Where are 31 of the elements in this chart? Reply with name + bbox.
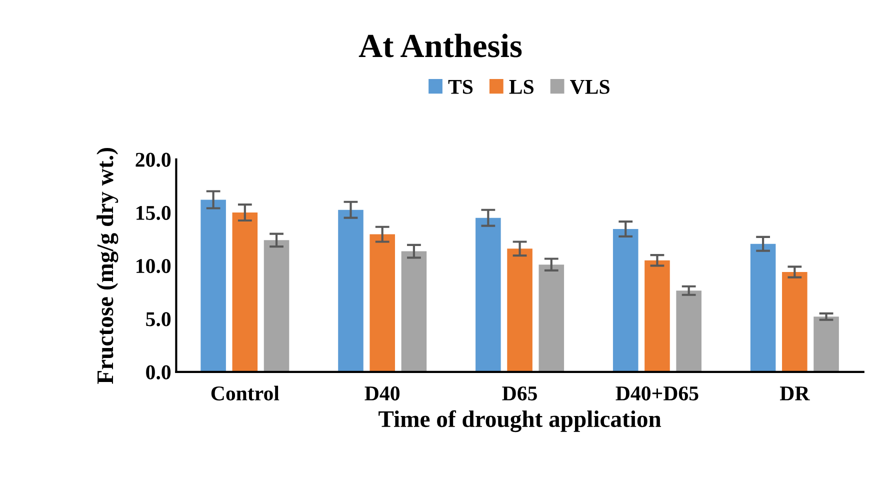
chart-title: At Anthesis — [358, 34, 522, 58]
legend-label: LS — [509, 80, 534, 94]
bar — [782, 272, 808, 372]
bar — [401, 251, 427, 372]
y-tick-label: 5.0 — [146, 312, 171, 326]
bar — [644, 260, 670, 372]
x-tick-label: D40+D65 — [616, 386, 698, 400]
bar — [538, 264, 564, 372]
bar — [814, 316, 839, 372]
bar — [476, 218, 501, 372]
bar — [200, 200, 226, 372]
bar — [507, 248, 532, 372]
bar — [232, 212, 258, 372]
bar — [676, 290, 702, 372]
y-axis-title: Fructose (mg/g dry wt.) — [96, 148, 118, 384]
bar — [264, 240, 290, 372]
y-tick-label: 15.0 — [136, 206, 171, 220]
legend-label: VLS — [570, 80, 610, 94]
x-tick-label: DR — [780, 386, 810, 400]
y-tick-label: 10.0 — [136, 259, 171, 274]
legend-label: TS — [448, 80, 473, 94]
bar — [612, 228, 638, 372]
x-tick-label: D65 — [502, 386, 537, 400]
bar — [750, 244, 776, 372]
bar — [338, 210, 364, 372]
x-tick-label: D40 — [364, 386, 400, 400]
x-axis-title: Time of drought application — [378, 410, 662, 432]
y-tick-label: 20.0 — [136, 152, 171, 167]
bar — [370, 234, 395, 372]
y-tick-label: 0.0 — [146, 365, 171, 380]
x-tick-label: Control — [211, 386, 280, 400]
